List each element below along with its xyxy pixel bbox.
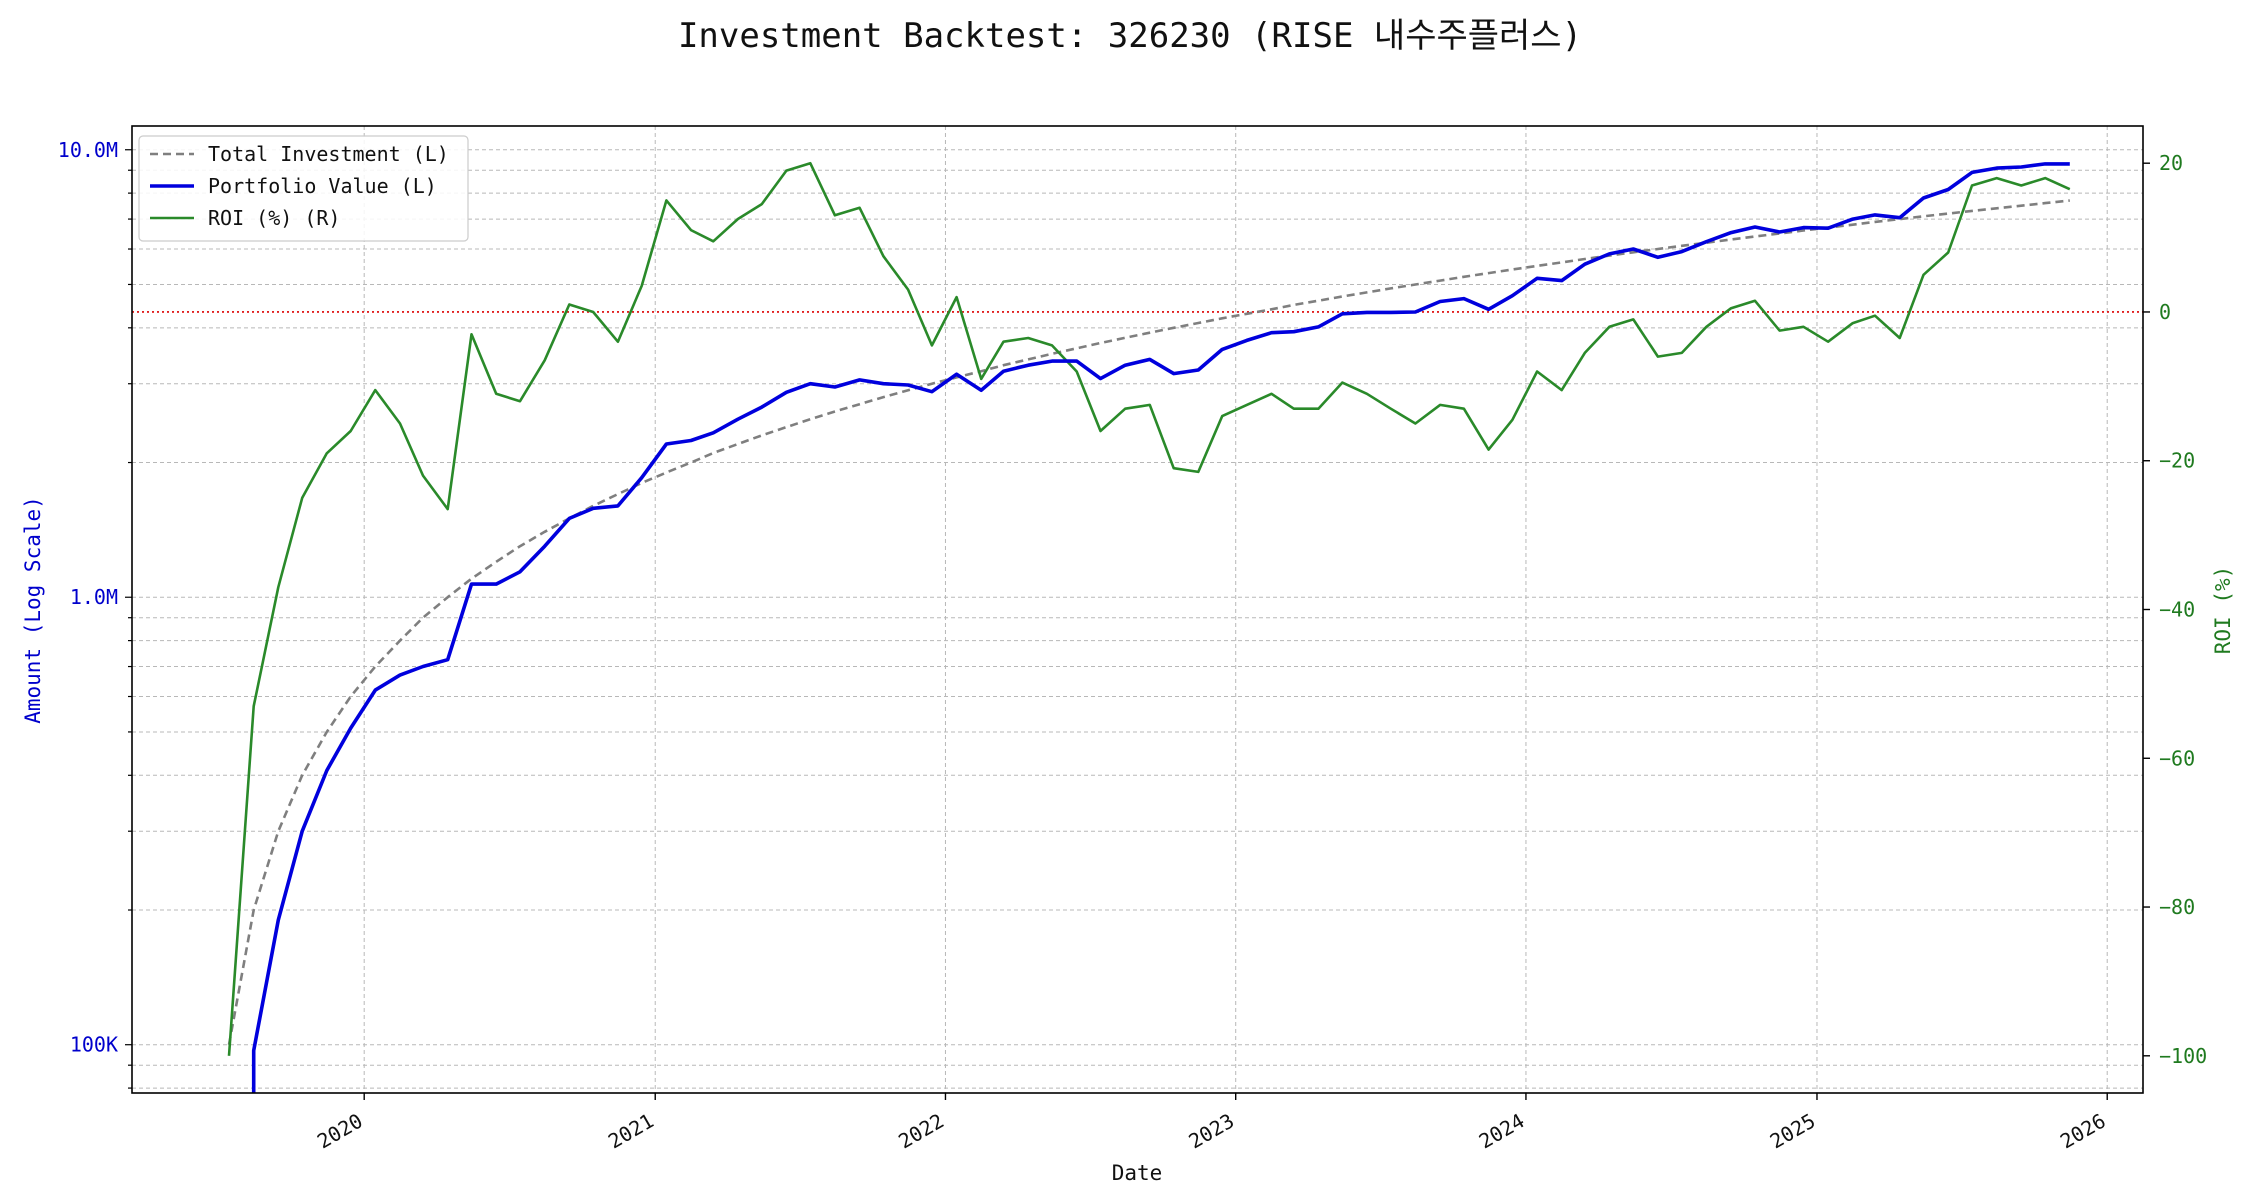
legend-label-portfolio-value: Portfolio Value (L) (208, 174, 437, 198)
right-tick-label: −100 (2159, 1044, 2207, 1068)
y-axis-right-label: ROI (%) (2211, 566, 2235, 655)
x-axis-label: Date (1112, 1161, 1163, 1185)
left-axis-ticks: 100K 1.0M 10.0M (58, 138, 132, 1089)
right-tick-label: −80 (2159, 895, 2195, 919)
legend-label-roi: ROI (%) (R) (208, 206, 340, 230)
right-tick-label: 20 (2159, 151, 2183, 175)
left-tick-label: 100K (70, 1033, 118, 1057)
y-axis-left-label: Amount (Log Scale) (21, 496, 45, 724)
right-axis-ticks: 20 0 −20 −40 −60 −80 −100 (2143, 151, 2207, 1068)
series-line-portfolio-value (251, 162, 2070, 1093)
x-gridlines (363, 126, 2108, 1093)
y-gridlines (132, 149, 2143, 1089)
right-tick-label: 0 (2159, 300, 2171, 324)
series-line-total-investment (227, 199, 2070, 1045)
legend-label-total-investment: Total Investment (L) (208, 142, 449, 166)
series-layer (227, 161, 2071, 1093)
legend-box (138, 135, 469, 242)
legend: Total Investment (L) Portfolio Value (L)… (138, 135, 469, 242)
right-tick-label: −20 (2159, 449, 2195, 473)
right-tick-label: −40 (2159, 598, 2195, 622)
chart-title: Investment Backtest: 326230 (RISE 내수주플러스… (678, 16, 1582, 56)
series-line-roi (227, 161, 2071, 1056)
left-tick-label: 10.0M (58, 138, 118, 162)
left-tick-label: 1.0M (70, 585, 118, 609)
right-tick-label: −60 (2159, 746, 2195, 770)
